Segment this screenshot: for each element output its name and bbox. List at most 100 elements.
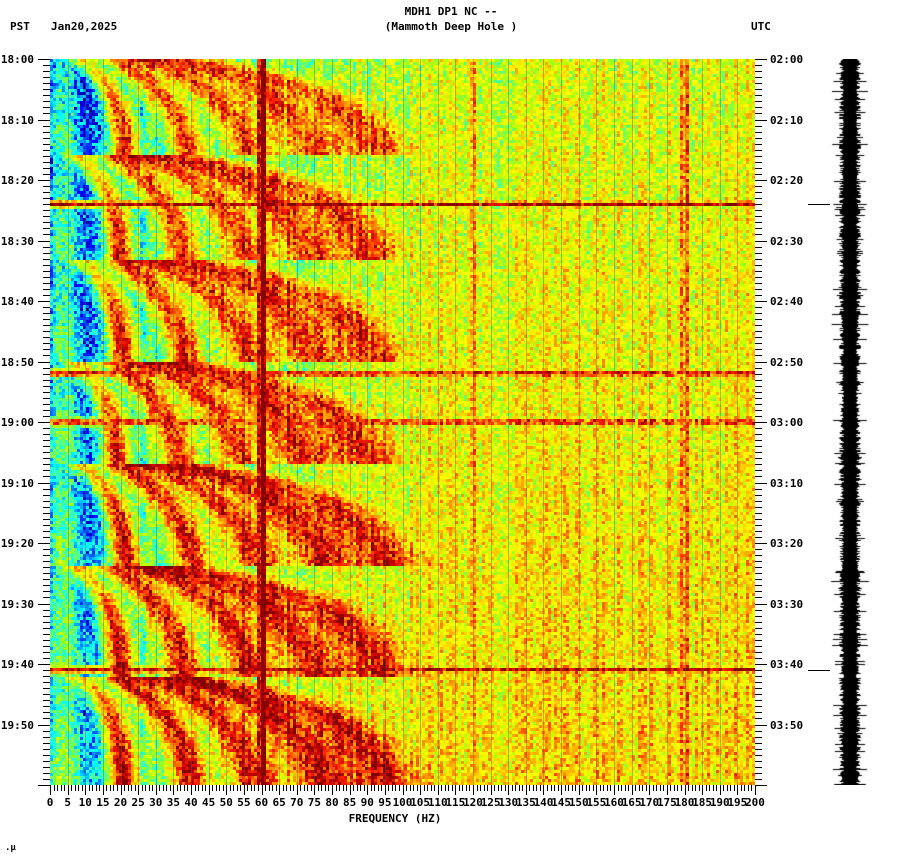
time-tick-minor xyxy=(43,349,50,350)
time-tick-minor xyxy=(755,319,762,320)
right-time-label: 02:10 xyxy=(770,113,804,127)
time-tick-minor xyxy=(43,386,50,387)
freq-tick-minor xyxy=(512,785,513,791)
freq-tick-minor xyxy=(71,785,72,791)
freq-label: 155 xyxy=(586,796,607,809)
time-tick-minor xyxy=(43,501,50,502)
time-tick-minor xyxy=(755,688,762,689)
freq-tick-minor xyxy=(748,785,749,791)
freq-tick-minor xyxy=(328,785,329,791)
freq-tick-minor xyxy=(452,785,453,791)
freq-tick-minor xyxy=(603,785,604,791)
freq-label: 70 xyxy=(290,796,304,809)
time-tick-minor xyxy=(755,253,762,254)
time-tick-minor xyxy=(43,271,50,272)
freq-tick-major xyxy=(403,785,404,795)
freq-tick-minor xyxy=(254,785,255,791)
time-tick-minor xyxy=(43,489,50,490)
time-tick-minor xyxy=(755,489,762,490)
time-tick-minor xyxy=(755,83,762,84)
time-tick-minor xyxy=(755,416,762,417)
time-tick-minor xyxy=(43,773,50,774)
time-tick-minor xyxy=(43,283,50,284)
freq-tick-minor xyxy=(247,785,248,791)
freq-tick-major xyxy=(455,785,456,795)
freq-tick-minor xyxy=(480,785,481,791)
freq-label: 105 xyxy=(410,796,431,809)
freq-tick-major xyxy=(244,785,245,795)
time-tick-major xyxy=(38,422,50,423)
freq-tick-major xyxy=(649,785,650,795)
time-tick-minor xyxy=(755,585,762,586)
time-tick-minor xyxy=(755,271,762,272)
right-time-label: 02:00 xyxy=(770,53,804,66)
time-tick-minor xyxy=(43,380,50,381)
left-time-label: 19:20 xyxy=(0,537,34,550)
freq-tick-minor xyxy=(364,785,365,791)
time-tick-minor xyxy=(43,210,50,211)
time-tick-minor xyxy=(755,640,762,641)
time-tick-minor xyxy=(755,138,762,139)
freq-tick-minor xyxy=(131,785,132,791)
time-tick-minor xyxy=(43,331,50,332)
time-tick-minor xyxy=(43,531,50,532)
time-tick-minor xyxy=(43,640,50,641)
time-tick-major xyxy=(38,301,50,302)
freq-tick-minor xyxy=(621,785,622,791)
time-tick-major xyxy=(755,301,767,302)
freq-tick-minor xyxy=(727,785,728,791)
freq-tick-minor xyxy=(469,785,470,791)
freq-tick-minor xyxy=(318,785,319,791)
time-tick-major xyxy=(755,543,767,544)
time-tick-minor xyxy=(43,337,50,338)
time-tick-minor xyxy=(755,343,762,344)
left-time-label: 19:40 xyxy=(0,658,34,671)
freq-tick-major xyxy=(85,785,86,795)
time-tick-minor xyxy=(43,277,50,278)
time-tick-minor xyxy=(43,216,50,217)
time-tick-minor xyxy=(43,464,50,465)
time-tick-major xyxy=(38,725,50,726)
spectrogram-plot[interactable] xyxy=(50,59,755,785)
time-tick-minor xyxy=(755,712,762,713)
freq-tick-minor xyxy=(466,785,467,791)
freq-label: 180 xyxy=(674,796,695,809)
time-tick-minor xyxy=(43,628,50,629)
time-tick-minor xyxy=(755,89,762,90)
freq-tick-major xyxy=(350,785,351,795)
time-tick-minor xyxy=(43,113,50,114)
time-tick-minor xyxy=(755,95,762,96)
freq-tick-major xyxy=(702,785,703,795)
time-tick-minor xyxy=(43,537,50,538)
freq-tick-minor xyxy=(152,785,153,791)
freq-tick-minor xyxy=(311,785,312,791)
right-time-labels: 02:00 02:10 02:20 02:30 02:40 02:50 03:00 03:10… xyxy=(770,54,830,785)
freq-tick-major xyxy=(332,785,333,795)
freq-tick-minor xyxy=(709,785,710,791)
time-tick-minor xyxy=(755,156,762,157)
time-tick-major xyxy=(38,543,50,544)
freq-tick-minor xyxy=(639,785,640,791)
time-tick-minor xyxy=(43,410,50,411)
freq-tick-major xyxy=(191,785,192,795)
freq-tick-minor xyxy=(135,785,136,791)
freq-tick-minor xyxy=(730,785,731,791)
time-tick-minor xyxy=(755,519,762,520)
freq-tick-minor xyxy=(656,785,657,791)
time-tick-minor xyxy=(43,228,50,229)
time-tick-minor xyxy=(43,259,50,260)
time-tick-minor xyxy=(43,192,50,193)
right-time-label: 02:30 xyxy=(770,234,804,248)
time-tick-major xyxy=(755,180,767,181)
time-tick-minor xyxy=(43,392,50,393)
freq-tick-minor xyxy=(202,785,203,791)
time-tick-minor xyxy=(43,585,50,586)
freq-tick-minor xyxy=(723,785,724,791)
time-tick-minor xyxy=(43,404,50,405)
time-tick-minor xyxy=(43,150,50,151)
freq-tick-minor xyxy=(325,785,326,791)
time-tick-minor xyxy=(755,198,762,199)
freq-label: 55 xyxy=(237,796,251,809)
time-tick-minor xyxy=(755,622,762,623)
time-tick-minor xyxy=(43,101,50,102)
